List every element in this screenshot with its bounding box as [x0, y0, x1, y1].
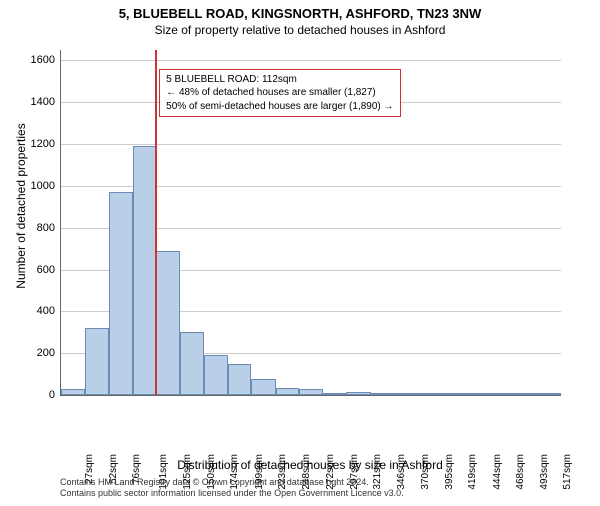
- x-tick-area: 27sqm52sqm76sqm101sqm125sqm150sqm174sqm1…: [60, 395, 560, 450]
- footer-line-2: Contains public sector information licen…: [60, 488, 404, 500]
- y-tick-label: 1200: [31, 138, 55, 150]
- attribution-footer: Contains HM Land Registry data © Crown c…: [60, 477, 404, 500]
- x-tick-label: 517sqm: [562, 454, 573, 490]
- y-tick-label: 800: [37, 222, 55, 234]
- histogram-bar: [109, 192, 133, 395]
- y-tick-label: 1400: [31, 96, 55, 108]
- annotation-line: 5 BLUEBELL ROAD: 112sqm: [166, 73, 393, 87]
- histogram-bar: [85, 328, 108, 395]
- gridline: [61, 144, 561, 145]
- y-tick-label: 1600: [31, 54, 55, 66]
- y-tick-label: 1000: [31, 180, 55, 192]
- y-tick-label: 600: [37, 264, 55, 276]
- y-tick-label: 200: [37, 347, 55, 359]
- histogram-bar: [156, 251, 180, 395]
- page-title: 5, BLUEBELL ROAD, KINGSNORTH, ASHFORD, T…: [0, 6, 600, 21]
- y-tick-label: 400: [37, 305, 55, 317]
- footer-line-1: Contains HM Land Registry data © Crown c…: [60, 477, 404, 489]
- histogram-bar: [180, 332, 203, 395]
- histogram-bar: [204, 355, 228, 395]
- annotation-line: 50% of semi-detached houses are larger (…: [166, 100, 393, 114]
- histogram-bar: [276, 388, 299, 395]
- marker-line: [155, 50, 157, 395]
- histogram-plot: 020040060080010001200140016005 BLUEBELL …: [60, 50, 561, 396]
- x-axis-label: Distribution of detached houses by size …: [60, 458, 560, 472]
- histogram-bar: [228, 364, 251, 395]
- gridline: [61, 60, 561, 61]
- page-subtitle: Size of property relative to detached ho…: [0, 23, 600, 37]
- histogram-bar: [251, 379, 275, 395]
- y-tick-label: 0: [49, 389, 55, 401]
- histogram-bar: [133, 146, 156, 395]
- y-axis-label: Number of detached properties: [14, 76, 28, 336]
- annotation-line: ← 48% of detached houses are smaller (1,…: [166, 86, 393, 100]
- annotation-box: 5 BLUEBELL ROAD: 112sqm← 48% of detached…: [159, 69, 400, 118]
